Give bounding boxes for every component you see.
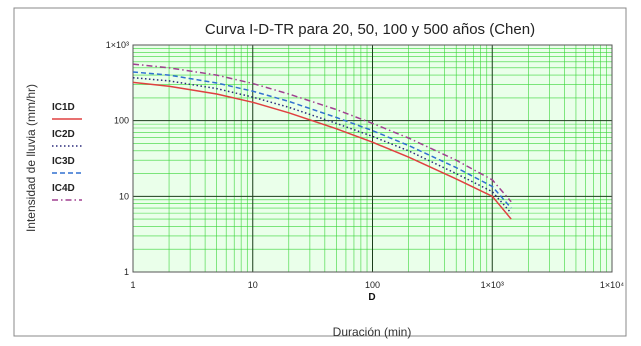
x-tick-label: 10 [248, 280, 258, 290]
series-line-ic3d [132, 71, 512, 209]
y-tick-label: 100 [114, 116, 129, 126]
legend-label: IC4D [52, 183, 75, 194]
series-line-ic1d [132, 81, 512, 220]
legend: IC1D IC2D IC3D IC4D [52, 102, 82, 201]
grid-lines [132, 44, 613, 273]
series-line-ic2d [132, 76, 512, 214]
plot-frame [132, 44, 613, 273]
y-axis-title: Intensidad de lluvia (mm/hr) [24, 84, 38, 232]
x-tick-label: 100 [365, 280, 380, 290]
y-tick-label: 1 [124, 267, 129, 277]
y-tick-label: 10 [119, 191, 129, 201]
chart-title: Curva I-D-TR para 20, 50, 100 y 500 años… [205, 21, 535, 38]
x-axis-title: Duración (min) [333, 325, 412, 339]
x-tick-label: 1×10³ [481, 280, 504, 290]
chart-border [13, 7, 627, 337]
legend-label: IC3D [52, 156, 75, 167]
x-tick-label: 1 [130, 280, 135, 290]
y-tick-labels: 1 10 100 1×10³ [106, 40, 129, 277]
legend-label: IC2D [52, 129, 75, 140]
legend-label: IC1D [52, 102, 75, 113]
x-tick-labels: 1 10 100 1×10³ 1×10⁴ [130, 280, 624, 290]
x-tick-label: 1×10⁴ [600, 280, 624, 290]
series-lines [132, 63, 512, 220]
y-tick-label: 1×10³ [106, 40, 129, 50]
x-axis-variable: D [368, 292, 375, 303]
series-line-ic4d [132, 63, 512, 203]
